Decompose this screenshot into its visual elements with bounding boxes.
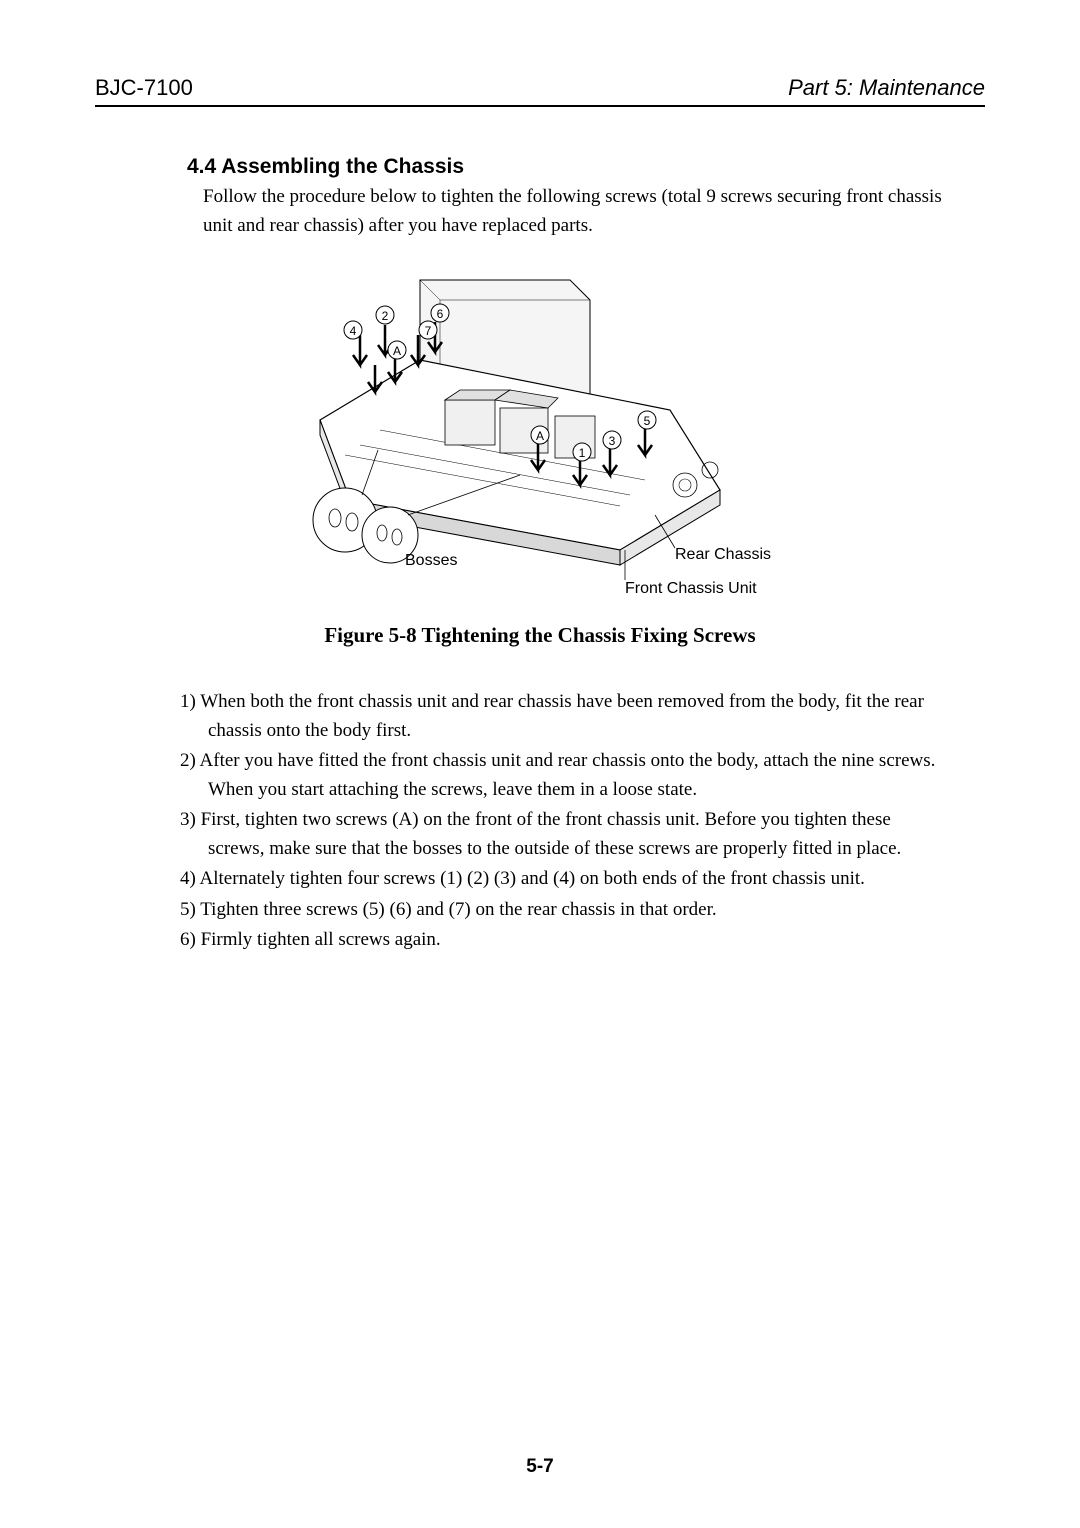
label-rear-chassis: Rear Chassis — [675, 546, 771, 564]
step-item: 5) Tighten three screws (5) (6) and (7) … — [180, 896, 945, 925]
label-front-chassis: Front Chassis Unit — [625, 580, 757, 598]
svg-text:A: A — [536, 429, 544, 443]
step-item: 4) Alternately tighten four screws (1) (… — [180, 865, 945, 894]
steps-list: 1) When both the front chassis unit and … — [180, 688, 945, 955]
header-model: BJC-7100 — [95, 75, 193, 101]
step-item: 2) After you have fitted the front chass… — [180, 747, 945, 804]
svg-text:A: A — [393, 344, 401, 358]
figure-container: 2 4 6 7 A A 1 3 5 — [95, 260, 985, 648]
chassis-diagram: 2 4 6 7 A A 1 3 5 — [290, 260, 790, 600]
section-heading: Assembling the Chassis — [221, 155, 464, 178]
svg-text:3: 3 — [609, 434, 616, 448]
svg-text:6: 6 — [437, 307, 444, 321]
svg-text:4: 4 — [350, 324, 357, 338]
page-header: BJC-7100 Part 5: Maintenance — [95, 75, 985, 107]
step-item: 1) When both the front chassis unit and … — [180, 688, 945, 745]
figure-caption: Figure 5-8 Tightening the Chassis Fixing… — [95, 623, 985, 648]
svg-text:7: 7 — [425, 324, 432, 338]
section-number: 4.4 — [187, 155, 216, 178]
label-bosses: Bosses — [405, 552, 457, 570]
svg-text:2: 2 — [382, 309, 389, 323]
section-title: 4.4 Assembling the Chassis — [187, 155, 985, 179]
step-item: 6) Firmly tighten all screws again. — [180, 926, 945, 955]
svg-text:5: 5 — [644, 414, 651, 428]
intro-paragraph: Follow the procedure below to tighten th… — [203, 183, 945, 240]
svg-text:1: 1 — [579, 446, 586, 460]
step-item: 3) First, tighten two screws (A) on the … — [180, 806, 945, 863]
header-section: Part 5: Maintenance — [788, 75, 985, 101]
page-number: 5-7 — [0, 1456, 1080, 1478]
